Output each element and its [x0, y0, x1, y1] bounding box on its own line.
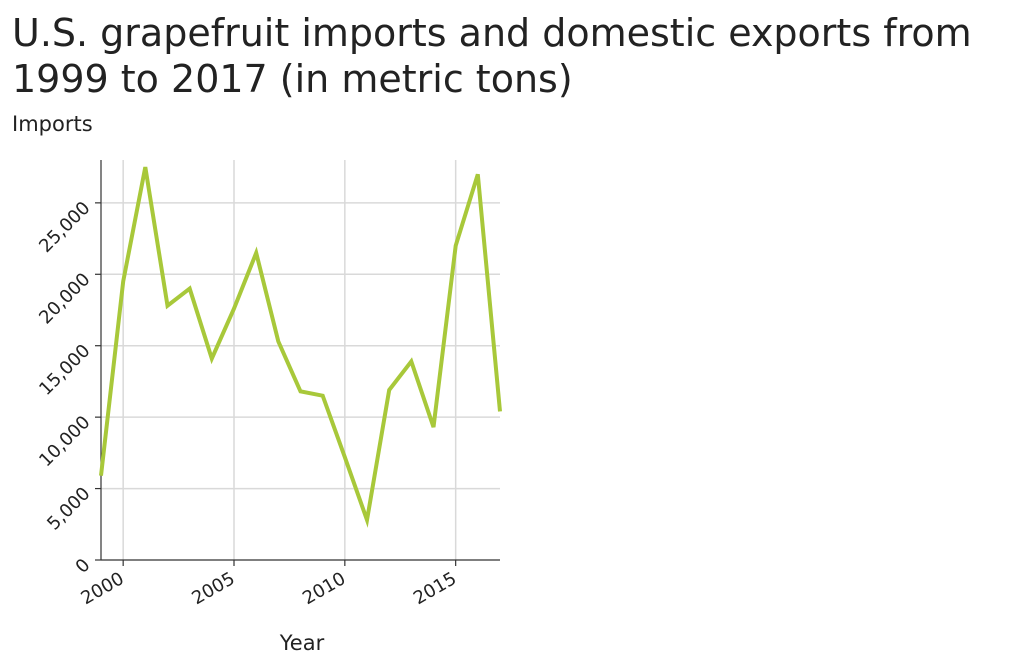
data-point — [232, 307, 236, 311]
chart-title: U.S. grapefruit imports and domestic exp… — [12, 11, 972, 101]
x-tick-label: 2015 — [410, 568, 460, 609]
series-line — [99, 166, 502, 528]
data-point — [409, 359, 413, 363]
data-point — [254, 251, 258, 255]
x-tick-label: 2010 — [299, 568, 349, 609]
y-tick-label: 20,000 — [35, 269, 94, 328]
data-point — [99, 474, 103, 478]
data-point — [365, 518, 369, 522]
series-group — [99, 165, 502, 528]
y-tick-label: 10,000 — [35, 412, 94, 471]
data-point — [210, 357, 214, 361]
data-point — [143, 165, 147, 169]
y-tick-label: 5,000 — [43, 483, 94, 534]
data-point — [299, 389, 303, 393]
data-point — [432, 425, 436, 429]
data-point — [498, 409, 502, 413]
x-axis-label: Year — [279, 631, 325, 655]
data-point — [387, 388, 391, 392]
data-point — [121, 279, 125, 283]
x-tick-label: 2005 — [188, 568, 238, 609]
data-point — [343, 455, 347, 459]
y-axis-label: Imports — [12, 112, 93, 136]
data-point — [454, 244, 458, 248]
y-tick-label: 15,000 — [35, 340, 94, 399]
data-point — [276, 339, 280, 343]
axes — [95, 160, 500, 566]
data-point — [188, 287, 192, 291]
data-point — [476, 172, 480, 176]
y-tick-label: 0 — [72, 555, 95, 578]
data-point — [166, 304, 170, 308]
y-tick-label: 25,000 — [35, 198, 94, 257]
data-point — [321, 394, 325, 398]
grid — [101, 160, 500, 560]
